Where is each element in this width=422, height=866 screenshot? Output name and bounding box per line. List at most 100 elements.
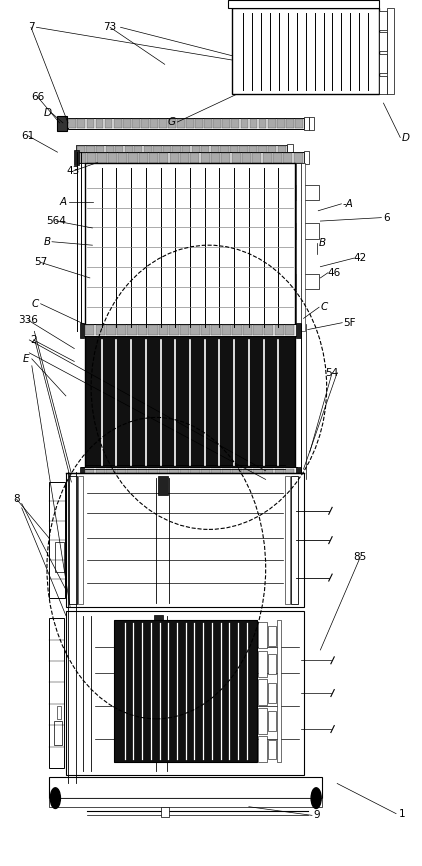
- Bar: [275, 326, 284, 335]
- Bar: [192, 146, 200, 154]
- Bar: [76, 152, 303, 164]
- Bar: [127, 469, 137, 479]
- Bar: [262, 153, 272, 163]
- Bar: [55, 542, 64, 572]
- Bar: [169, 326, 179, 335]
- Bar: [87, 146, 95, 154]
- Bar: [387, 9, 395, 94]
- Bar: [222, 153, 230, 163]
- Bar: [268, 682, 276, 702]
- Bar: [190, 326, 200, 335]
- Bar: [57, 116, 67, 131]
- Bar: [127, 326, 137, 335]
- Bar: [148, 326, 157, 335]
- Bar: [177, 119, 185, 128]
- Bar: [115, 146, 123, 154]
- Bar: [80, 323, 84, 339]
- Bar: [141, 119, 149, 128]
- Text: G: G: [167, 117, 175, 127]
- Bar: [268, 711, 276, 731]
- Bar: [233, 326, 242, 335]
- Bar: [169, 469, 179, 479]
- Bar: [49, 618, 64, 768]
- Bar: [296, 323, 300, 339]
- Bar: [195, 119, 203, 128]
- Bar: [268, 119, 276, 128]
- Bar: [173, 146, 181, 154]
- Bar: [66, 474, 303, 607]
- Bar: [96, 326, 105, 335]
- Text: C: C: [32, 299, 39, 309]
- Bar: [239, 146, 248, 154]
- Bar: [87, 153, 96, 163]
- Bar: [241, 119, 248, 128]
- Bar: [85, 326, 95, 335]
- Bar: [268, 146, 276, 154]
- Bar: [85, 336, 295, 469]
- Bar: [57, 706, 61, 719]
- Bar: [153, 146, 162, 154]
- Bar: [149, 153, 158, 163]
- Bar: [108, 153, 117, 163]
- Bar: [258, 736, 268, 762]
- Bar: [180, 326, 189, 335]
- Bar: [264, 469, 273, 479]
- Bar: [243, 469, 252, 479]
- Bar: [106, 326, 116, 335]
- Bar: [78, 476, 83, 604]
- Bar: [379, 75, 387, 94]
- Bar: [252, 153, 261, 163]
- Bar: [258, 651, 268, 676]
- Text: 564: 564: [46, 216, 66, 226]
- Text: 336: 336: [18, 315, 38, 325]
- Bar: [80, 467, 84, 482]
- Bar: [286, 119, 294, 128]
- Text: 2: 2: [30, 335, 37, 345]
- Bar: [254, 469, 263, 479]
- Bar: [201, 146, 209, 154]
- Bar: [230, 146, 238, 154]
- Bar: [296, 223, 319, 239]
- Bar: [66, 611, 303, 775]
- Bar: [190, 469, 200, 479]
- Bar: [233, 469, 242, 479]
- Bar: [161, 807, 168, 818]
- Bar: [54, 721, 62, 745]
- Text: 5F: 5F: [343, 318, 355, 327]
- Bar: [232, 119, 239, 128]
- Bar: [303, 152, 308, 165]
- Bar: [268, 626, 276, 646]
- Text: 43: 43: [66, 166, 80, 176]
- Text: 66: 66: [31, 92, 44, 102]
- Text: 54: 54: [325, 368, 339, 378]
- Bar: [291, 476, 298, 604]
- Bar: [77, 146, 85, 154]
- Circle shape: [311, 788, 321, 809]
- Bar: [222, 326, 231, 335]
- Bar: [96, 146, 104, 154]
- Bar: [85, 469, 95, 479]
- Bar: [285, 469, 294, 479]
- Bar: [285, 476, 290, 604]
- Text: B: B: [319, 238, 326, 249]
- Bar: [258, 623, 268, 649]
- Bar: [68, 119, 76, 128]
- Bar: [124, 146, 133, 154]
- Text: 6: 6: [384, 213, 390, 223]
- Bar: [105, 119, 112, 128]
- Bar: [190, 153, 200, 163]
- Bar: [278, 146, 286, 154]
- Bar: [49, 482, 65, 598]
- Bar: [85, 164, 295, 332]
- Bar: [96, 469, 105, 479]
- Text: B: B: [43, 236, 51, 247]
- Bar: [128, 153, 138, 163]
- Text: 8: 8: [14, 494, 20, 504]
- Bar: [158, 476, 168, 495]
- Bar: [296, 184, 319, 200]
- Bar: [159, 119, 167, 128]
- Bar: [301, 164, 305, 332]
- Bar: [106, 469, 116, 479]
- Bar: [259, 119, 266, 128]
- Bar: [268, 655, 276, 674]
